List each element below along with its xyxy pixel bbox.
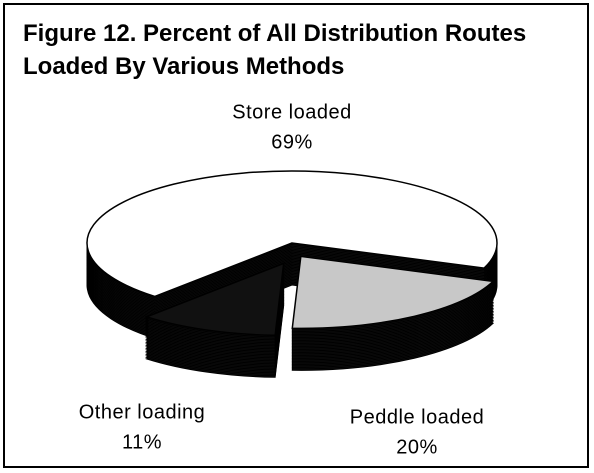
chart-title: Figure 12. Percent of All Distribution R… [23,20,527,80]
pie-slice [144,262,285,337]
chart: Store loaded 69% Peddle loaded 20% Other loa… [79,101,498,458]
slice-label: Peddle loaded [350,406,484,428]
pie-slice [291,255,495,330]
slice-label: Store loaded [232,101,351,123]
slice-label: Other loading [79,401,206,423]
pie-slice [86,170,498,298]
slice-value-label: 69% [271,131,313,153]
slice-value-label: 20% [396,436,438,458]
slice-value-label: 11% [122,431,162,453]
chart-frame: Figure 12. Percent of All Distribution R… [3,3,589,468]
